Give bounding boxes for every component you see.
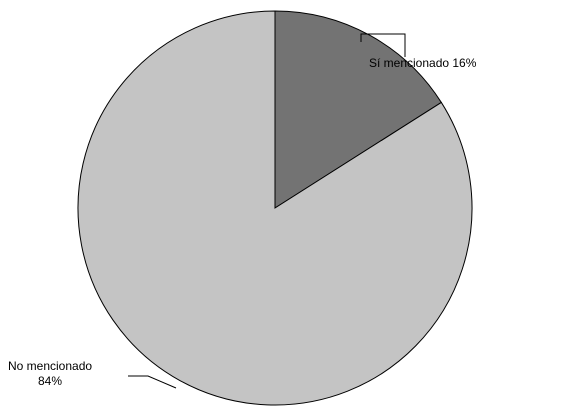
leader-line-si-mencionado	[360, 33, 406, 57]
pie-slice-no-mencionado	[77, 10, 473, 406]
slice-percent-no-mencionado: 84%	[38, 374, 62, 388]
leader-line-no-mencionado	[128, 375, 177, 389]
slice-label-no-mencionado: No mencionado	[8, 359, 92, 373]
pie-slice-si-mencionado	[274, 10, 443, 209]
slices-layer	[77, 10, 473, 406]
slice-label-si-mencionado: Sí mencionado 16%	[369, 56, 477, 70]
